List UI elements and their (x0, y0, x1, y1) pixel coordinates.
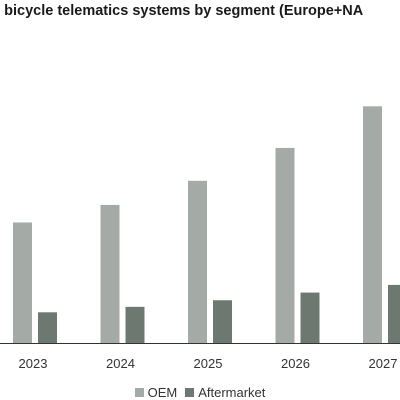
chart-title: ve bicycle telematics systems by segment… (0, 3, 364, 19)
bars-group (13, 106, 400, 343)
x-tick-labels: 2023 2024 2025 2026 2027 (19, 356, 398, 371)
x-tick-label-2027: 2027 (369, 356, 398, 371)
legend-label-aftermarket: Aftermarket (198, 385, 266, 400)
x-tick-label-2025: 2025 (194, 356, 223, 371)
bar-oem-2023 (13, 222, 32, 343)
legend-entry-aftermarket: Aftermarket (185, 385, 265, 400)
legend-swatch-oem (134, 388, 144, 397)
bar-oem-2024 (100, 204, 120, 343)
bar-oem-2027 (363, 106, 382, 343)
bar-aftermarket-2026 (300, 292, 320, 343)
bar-aftermarket-2027 (388, 284, 400, 343)
x-tick-label-2024: 2024 (106, 356, 135, 371)
bar-aftermarket-2024 (125, 306, 145, 343)
bar-aftermarket-2023 (38, 312, 57, 343)
x-tick-label-2026: 2026 (281, 356, 310, 371)
bar-oem-2025 (188, 180, 207, 343)
x-tick-label-2023: 2023 (19, 356, 48, 371)
bar-aftermarket-2025 (213, 300, 232, 343)
bar-oem-2026 (275, 147, 295, 343)
legend-label-oem: OEM (147, 385, 178, 400)
legend: OEM Aftermarket (0, 385, 400, 400)
legend-entry-oem: OEM (134, 385, 178, 400)
legend-swatch-aftermarket (185, 388, 195, 397)
